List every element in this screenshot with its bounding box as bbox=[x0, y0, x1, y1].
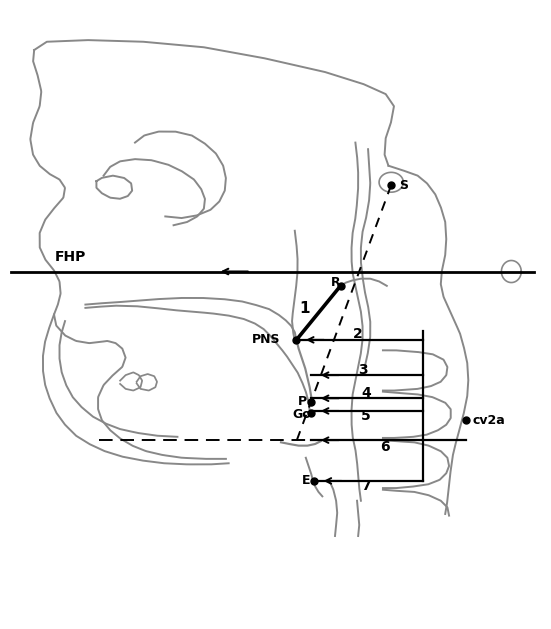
Text: Go: Go bbox=[292, 408, 311, 421]
Text: E: E bbox=[302, 474, 310, 487]
Text: 3: 3 bbox=[358, 362, 368, 377]
Text: P: P bbox=[298, 395, 307, 408]
Text: 7: 7 bbox=[361, 479, 370, 493]
Text: 2: 2 bbox=[353, 327, 363, 341]
Text: R: R bbox=[331, 276, 340, 289]
Text: 6: 6 bbox=[380, 440, 390, 454]
Text: 4: 4 bbox=[361, 386, 371, 400]
Text: 5: 5 bbox=[361, 409, 371, 423]
Text: 1: 1 bbox=[299, 301, 310, 316]
Text: PNS: PNS bbox=[252, 333, 281, 347]
Text: cv2a: cv2a bbox=[473, 414, 505, 427]
Text: FHP: FHP bbox=[55, 250, 87, 264]
Text: S: S bbox=[399, 179, 408, 191]
